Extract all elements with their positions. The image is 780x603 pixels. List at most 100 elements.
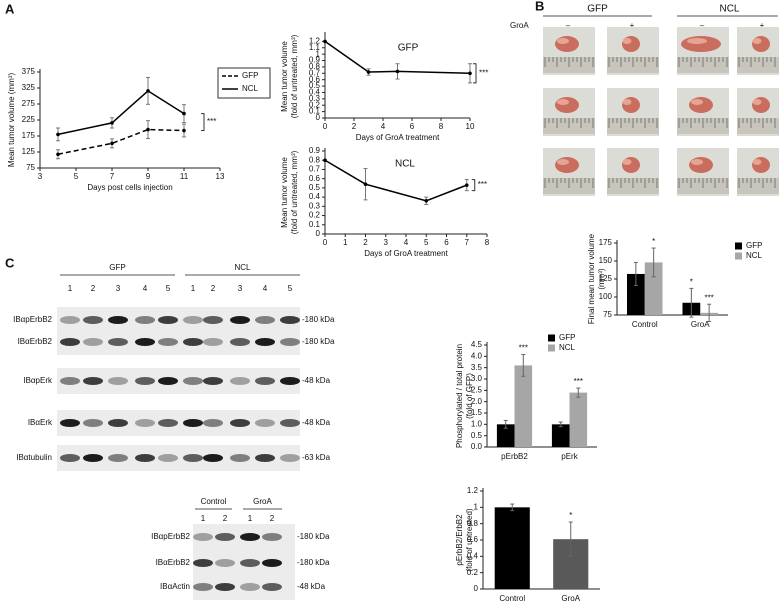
x-tick-label: 4 bbox=[381, 122, 386, 131]
tumor-highlight bbox=[752, 99, 762, 105]
ruler bbox=[737, 178, 779, 194]
y-tick-label: 0.7 bbox=[309, 165, 321, 174]
significance-bracket bbox=[201, 113, 205, 132]
group-header: GFP bbox=[587, 4, 608, 15]
significance-bracket bbox=[473, 63, 477, 84]
blot-size: -48 kDa bbox=[302, 418, 331, 427]
significance-bracket bbox=[471, 179, 476, 192]
y-tick-label: 0.2 bbox=[309, 100, 321, 109]
panel-label: B bbox=[535, 0, 544, 13]
x-tick-label: GroA bbox=[691, 320, 710, 329]
y-tick-label: 175 bbox=[22, 131, 36, 140]
tumor bbox=[622, 36, 640, 52]
y-tick-label: 0.5 bbox=[471, 431, 483, 440]
y-tick-label: 1.2 bbox=[467, 486, 479, 495]
x-tick-label: 7 bbox=[465, 238, 470, 247]
y-tick-label: 4.5 bbox=[471, 340, 483, 349]
data-point bbox=[363, 182, 368, 186]
y-axis-label: Phosphorylated / total protein bbox=[455, 344, 464, 448]
x-tick-label: 0 bbox=[323, 238, 328, 247]
error-bar bbox=[503, 419, 508, 429]
blot-band bbox=[193, 559, 213, 567]
bar bbox=[626, 273, 645, 315]
blot-band bbox=[108, 377, 128, 385]
lane-number: 2 bbox=[223, 514, 228, 523]
blot-band bbox=[240, 583, 260, 591]
data-point bbox=[182, 111, 186, 116]
data-point bbox=[110, 121, 114, 125]
y-tick-label: 0.8 bbox=[309, 62, 321, 71]
blot-band bbox=[60, 316, 80, 324]
blot-band bbox=[255, 338, 275, 346]
x-tick-label: pErbB2 bbox=[501, 452, 528, 461]
y-tick-label: 4.0 bbox=[471, 351, 483, 360]
y-tick-label: 1 bbox=[316, 49, 321, 58]
chart-title: NCL bbox=[395, 159, 415, 170]
bar bbox=[496, 424, 515, 447]
tumor-highlight bbox=[622, 99, 632, 105]
y-tick-label: 0.8 bbox=[467, 519, 479, 528]
lane-number: 1 bbox=[248, 514, 253, 523]
y-tick-label: 0.3 bbox=[309, 94, 321, 103]
blot-label: IBαErbB2 bbox=[18, 337, 53, 346]
x-tick-label: 8 bbox=[485, 238, 490, 247]
y-tick-label: 1.1 bbox=[309, 43, 321, 52]
x-axis-label: Days of GroA treatment bbox=[356, 133, 440, 142]
blot-band bbox=[280, 419, 300, 427]
tumor bbox=[555, 97, 579, 113]
data-point bbox=[395, 69, 400, 74]
y-tick-label: 3.0 bbox=[471, 374, 483, 383]
blot-band bbox=[230, 338, 250, 346]
lane-number: 4 bbox=[143, 284, 148, 293]
x-tick-label: 11 bbox=[180, 172, 189, 181]
blot-band bbox=[255, 454, 275, 462]
blot-band bbox=[108, 338, 128, 346]
ruler bbox=[737, 118, 779, 134]
blot-band bbox=[203, 419, 223, 427]
y-tick-label: 0.5 bbox=[309, 81, 321, 90]
lane-number: 5 bbox=[166, 284, 171, 293]
blot-band bbox=[83, 338, 103, 346]
y-tick-label: 0.4 bbox=[467, 551, 479, 560]
tumor bbox=[752, 97, 770, 113]
y-axis-label: (fold of untreated, mm³) bbox=[290, 34, 299, 118]
y-tick-label: 0.1 bbox=[309, 220, 321, 229]
lane-number: 2 bbox=[91, 284, 96, 293]
blot-band bbox=[158, 454, 178, 462]
y-tick-label: 0.1 bbox=[309, 107, 321, 116]
blot-label: IBαpErbB2 bbox=[13, 315, 52, 324]
x-tick-label: 3 bbox=[38, 172, 43, 181]
tumor-highlight bbox=[557, 99, 569, 105]
blot-band bbox=[183, 338, 203, 346]
x-tick-label: 6 bbox=[444, 238, 449, 247]
data-point bbox=[56, 132, 60, 137]
blot-band bbox=[60, 377, 80, 385]
blot-band bbox=[230, 316, 250, 324]
series-line bbox=[57, 89, 185, 136]
data-point bbox=[323, 158, 327, 163]
blot-band bbox=[262, 559, 282, 567]
error-bar bbox=[568, 521, 573, 557]
y-tick-label: 0.2 bbox=[309, 211, 321, 220]
y-tick-label: 0.4 bbox=[309, 88, 321, 97]
blot-label: IBαActin bbox=[160, 582, 190, 591]
tumor-highlight bbox=[691, 159, 703, 165]
blot-band bbox=[135, 316, 155, 324]
y-tick-label: 0.4 bbox=[309, 192, 321, 201]
lane-number: 5 bbox=[288, 284, 293, 293]
tumor-highlight bbox=[691, 99, 703, 105]
y-tick-label: 150 bbox=[599, 256, 613, 265]
tumor-highlight bbox=[557, 159, 569, 165]
y-axis-label: Final mean tumor volume bbox=[587, 233, 596, 324]
blot-band bbox=[230, 377, 250, 385]
y-axis-label: Mean tumor volume bbox=[280, 41, 289, 112]
y-axis-label: (mm³) bbox=[597, 268, 606, 290]
blot-label: IBαErbB2 bbox=[156, 558, 191, 567]
blot-band bbox=[135, 338, 155, 346]
y-tick-label: 0.2 bbox=[467, 568, 479, 577]
blot-band bbox=[183, 316, 203, 324]
blot-band bbox=[193, 583, 213, 591]
bar bbox=[644, 262, 663, 315]
treatment-label: GroA bbox=[510, 21, 529, 30]
blot-group: Control bbox=[201, 497, 227, 506]
